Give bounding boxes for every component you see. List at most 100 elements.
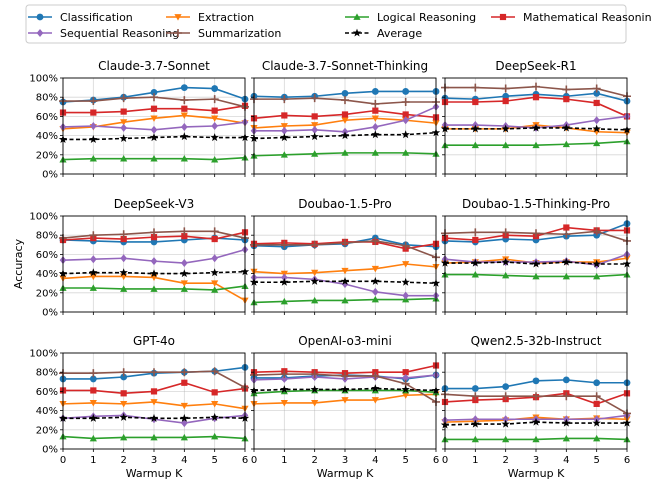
x-tick-label: 5 bbox=[593, 455, 599, 466]
data-point-extraction bbox=[341, 117, 349, 124]
data-point-average bbox=[562, 257, 571, 266]
data-point-mathematical-reasoning bbox=[502, 97, 509, 105]
data-point-average bbox=[371, 276, 380, 285]
data-point-summarization bbox=[532, 82, 540, 91]
data-point-summarization bbox=[310, 370, 319, 379]
data-point-logical-reasoning bbox=[120, 285, 128, 292]
x-tick-label: 0 bbox=[442, 455, 448, 466]
data-point-average bbox=[89, 413, 98, 422]
data-point-sequential-reasoning bbox=[281, 273, 288, 282]
data-point-average bbox=[89, 135, 98, 143]
data-point-logical-reasoning bbox=[341, 296, 349, 304]
data-point-logical-reasoning bbox=[89, 434, 97, 442]
data-point-extraction bbox=[180, 112, 188, 120]
data-point-summarization bbox=[119, 230, 128, 239]
data-point-mathematical-reasoning bbox=[532, 94, 540, 101]
data-point-sequential-reasoning bbox=[120, 254, 127, 263]
data-point-logical-reasoning bbox=[89, 155, 97, 162]
data-point-mathematical-reasoning bbox=[563, 224, 570, 231]
data-point-summarization bbox=[371, 372, 380, 381]
y-tick-label: 60% bbox=[36, 387, 58, 398]
data-point-average bbox=[119, 134, 128, 143]
data-point-sequential-reasoning bbox=[402, 116, 409, 125]
data-point-logical-reasoning bbox=[371, 149, 379, 156]
panel-claude-3-7-sonnet-thinking: Claude-3.7-Sonnet-Thinking bbox=[249, 59, 441, 177]
panel-claude-3-7-sonnet: Claude-3.7-Sonnet 0% 20% 40% 60% 80% 100% bbox=[29, 59, 250, 181]
x-axis-label: Warmup K bbox=[126, 467, 183, 480]
data-point-summarization bbox=[371, 99, 380, 108]
y-tick-label: 40% bbox=[36, 406, 58, 417]
data-point-extraction bbox=[341, 267, 349, 275]
data-point-summarization bbox=[280, 370, 289, 379]
data-point-summarization bbox=[210, 95, 219, 104]
legend-item-logical-reasoning: Logical Reasoning bbox=[345, 11, 476, 24]
y-tick-label: 20% bbox=[36, 288, 58, 299]
panel-qwen2-5-32b-instruct: Qwen2.5-32b-Instruct 0 1 2 3 4 5 6 Warmup K bbox=[440, 334, 632, 480]
data-point-classification bbox=[593, 89, 601, 97]
data-point-summarization bbox=[150, 228, 158, 237]
series-summarization bbox=[250, 94, 440, 108]
data-point-average bbox=[531, 123, 541, 132]
y-tick-label: 40% bbox=[36, 269, 58, 280]
data-point-mathematical-reasoning bbox=[402, 111, 409, 118]
data-point-average bbox=[180, 132, 189, 141]
panel-deepseek-r1: DeepSeek-R1 bbox=[440, 59, 632, 177]
data-point-extraction bbox=[371, 397, 379, 404]
panel-doubao-1-5-thinking-pro: Doubao-1.5-Thinking-Pro bbox=[440, 197, 632, 315]
data-point-average bbox=[210, 412, 219, 421]
data-point-summarization bbox=[89, 231, 98, 240]
data-point-sequential-reasoning bbox=[181, 259, 188, 268]
data-point-summarization bbox=[592, 227, 601, 236]
data-point-mathematical-reasoning bbox=[211, 389, 218, 396]
data-point-sequential-reasoning bbox=[150, 257, 158, 266]
legend-marker-sequential-reasoning bbox=[36, 29, 44, 37]
x-tick-label: 6 bbox=[624, 455, 630, 466]
data-point-classification bbox=[120, 373, 128, 381]
data-point-average bbox=[401, 385, 410, 394]
data-point-summarization bbox=[401, 241, 410, 250]
data-point-sequential-reasoning bbox=[90, 122, 97, 130]
data-point-average bbox=[371, 130, 380, 139]
y-tick-label: 80% bbox=[36, 231, 58, 242]
data-point-average bbox=[592, 124, 601, 133]
data-point-classification bbox=[371, 88, 379, 95]
data-point-summarization bbox=[280, 95, 289, 104]
data-point-average bbox=[340, 276, 350, 285]
x-tick-label: 5 bbox=[402, 455, 408, 466]
data-point-average bbox=[280, 277, 289, 286]
data-point-average bbox=[149, 133, 159, 142]
data-point-logical-reasoning bbox=[471, 141, 479, 149]
data-point-summarization bbox=[341, 372, 349, 381]
data-point-sequential-reasoning bbox=[281, 126, 288, 135]
data-point-logical-reasoning bbox=[150, 433, 158, 441]
data-point-classification bbox=[150, 89, 158, 96]
x-tick-label: 2 bbox=[502, 455, 508, 466]
data-point-summarization bbox=[210, 227, 219, 236]
panel-title: Claude-3.7-Sonnet-Thinking bbox=[262, 59, 428, 73]
data-point-summarization bbox=[280, 240, 289, 249]
data-point-summarization bbox=[150, 93, 158, 102]
x-tick-label: 3 bbox=[533, 455, 539, 466]
data-point-sequential-reasoning bbox=[211, 254, 218, 263]
data-point-classification bbox=[341, 89, 349, 97]
data-point-average bbox=[310, 385, 319, 394]
panel-title: Qwen2.5-32b-Instruct bbox=[471, 334, 602, 348]
data-point-average bbox=[119, 412, 128, 421]
data-point-classification bbox=[402, 88, 410, 95]
data-point-average bbox=[210, 133, 219, 142]
y-tick-label: 0% bbox=[42, 170, 58, 181]
series-logical-reasoning bbox=[441, 434, 631, 443]
legend-marker-summarization bbox=[174, 29, 182, 37]
data-point-average bbox=[531, 259, 541, 268]
data-point-logical-reasoning bbox=[593, 434, 601, 442]
x-axis-label: Warmup K bbox=[508, 467, 565, 480]
x-tick-label: 2 bbox=[120, 455, 126, 466]
data-point-logical-reasoning bbox=[180, 155, 188, 162]
data-point-summarization bbox=[592, 392, 601, 401]
data-point-sequential-reasoning bbox=[372, 122, 379, 131]
data-point-mathematical-reasoning bbox=[563, 96, 570, 103]
legend-marker-extraction bbox=[174, 14, 182, 21]
data-point-mathematical-reasoning bbox=[372, 107, 379, 114]
x-tick-label: 3 bbox=[342, 455, 348, 466]
data-point-mathematical-reasoning bbox=[402, 369, 409, 376]
